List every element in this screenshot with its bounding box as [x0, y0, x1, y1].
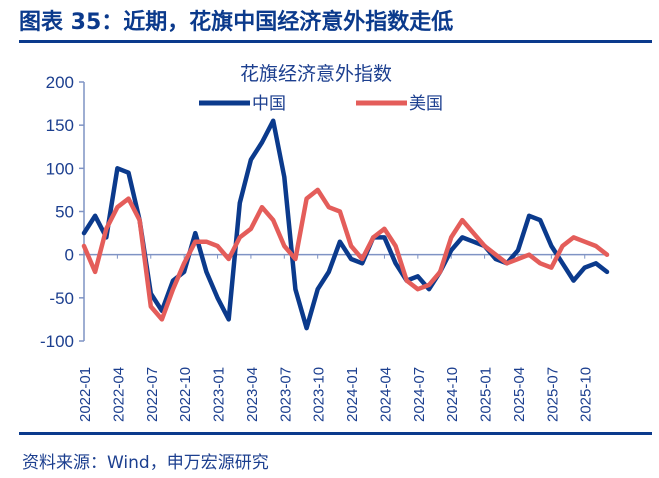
- y-tick-label: -50: [49, 289, 74, 308]
- y-tick-label: 0: [65, 246, 74, 265]
- x-tick-label: 2022-10: [177, 367, 194, 422]
- x-tick-label: 2023-07: [277, 367, 294, 422]
- chart-title: 花旗经济意外指数: [240, 63, 392, 85]
- footer-rule: [19, 432, 652, 435]
- series-us-line: [81, 187, 610, 322]
- x-axis: 2022-01 2022-04 2022-07 2022-10 2023-01 2023-…: [77, 253, 607, 422]
- source-note: 资料来源：Wind，申万宏源研究: [22, 453, 269, 473]
- x-tick-label: 2025-07: [544, 367, 561, 422]
- title-rule: [19, 40, 652, 43]
- y-tick-label: -100: [40, 332, 74, 351]
- x-tick-label: 2025-01: [478, 367, 495, 422]
- x-tick-label: 2024-01: [344, 367, 361, 422]
- x-tick-label: 2025-10: [578, 367, 595, 422]
- y-tick-label: 100: [46, 159, 74, 178]
- legend-label-china: 中国: [252, 94, 286, 114]
- x-tick-label: 2022-01: [77, 367, 94, 422]
- y-tick-label: 50: [55, 203, 74, 222]
- figure-title: 图表 35：近期，花旗中国经济意外指数走低: [19, 10, 454, 35]
- legend-label-us: 美国: [409, 94, 443, 114]
- legend: 中国 美国: [199, 94, 443, 114]
- x-tick-label: 2024-04: [377, 367, 394, 422]
- x-tick-label: 2023-04: [244, 367, 261, 422]
- series-china-line: [81, 118, 610, 331]
- x-tick-label: 2022-07: [144, 367, 161, 422]
- y-tick-label: 150: [46, 116, 74, 135]
- series-lines: [81, 118, 610, 331]
- x-tick-label: 2023-01: [211, 367, 228, 422]
- x-tick-label: 2022-04: [110, 367, 127, 422]
- x-tick-label: 2024-07: [411, 367, 428, 422]
- x-tick-label: 2024-10: [444, 367, 461, 422]
- y-tick-label: 200: [46, 73, 74, 92]
- y-axis: 200 150 100 50 0 -50 -100: [40, 73, 85, 351]
- x-tick-label: 2023-10: [311, 367, 328, 422]
- x-tick-label: 2025-04: [511, 367, 528, 422]
